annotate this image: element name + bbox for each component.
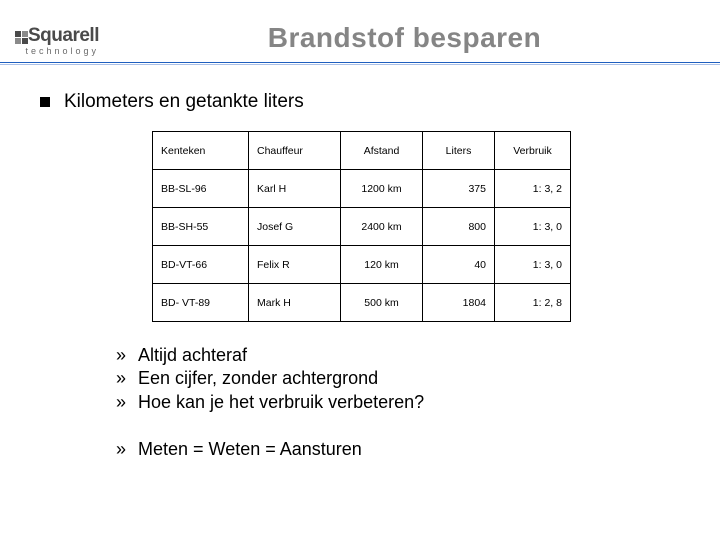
raquo-icon: » xyxy=(116,391,138,414)
data-table-wrap: Kenteken Chauffeur Afstand Liters Verbru… xyxy=(152,131,680,322)
table-cell: 1: 3, 0 xyxy=(495,208,571,246)
logo-sq xyxy=(15,31,21,37)
raquo-icon: » xyxy=(116,367,138,390)
sub-bullet-text: Meten = Weten = Aansturen xyxy=(138,438,362,461)
table-cell: BD- VT-89 xyxy=(153,284,249,322)
table-cell: Felix R xyxy=(249,246,341,284)
sub-bullet-text: Altijd achteraf xyxy=(138,344,247,367)
th-liters: Liters xyxy=(423,132,495,170)
table-cell: 40 xyxy=(423,246,495,284)
logo-subtitle: technology xyxy=(14,46,99,56)
table-row: BB-SH-55Josef G2400 km8001: 3, 0 xyxy=(153,208,571,246)
table-row: BD- VT-89Mark H500 km18041: 2, 8 xyxy=(153,284,571,322)
logo-squares-icon xyxy=(15,31,28,44)
table-cell: 120 km xyxy=(341,246,423,284)
table-cell: 500 km xyxy=(341,284,423,322)
sub-bullet-item: »Hoe kan je het verbruik verbeteren? xyxy=(116,391,680,414)
table-row: BD-VT-66Felix R120 km401: 3, 0 xyxy=(153,246,571,284)
slide-title: Brandstof besparen xyxy=(103,22,706,56)
bullet-square-icon xyxy=(40,97,50,107)
sub-bullet-list-a: »Altijd achteraf»Een cijfer, zonder acht… xyxy=(116,344,680,414)
table-cell: 1: 2, 8 xyxy=(495,284,571,322)
header: Squarell technology Brandstof besparen xyxy=(0,0,720,56)
table-cell: BD-VT-66 xyxy=(153,246,249,284)
table-cell: 2400 km xyxy=(341,208,423,246)
sub-bullet-item: »Een cijfer, zonder achtergrond xyxy=(116,367,680,390)
main-bullet: Kilometers en getankte liters xyxy=(40,91,680,113)
logo-name: Squarell xyxy=(28,26,99,45)
table-cell: 1804 xyxy=(423,284,495,322)
th-verbruik: Verbruik xyxy=(495,132,571,170)
bullet-text: Kilometers en getankte liters xyxy=(64,91,304,113)
sub-bullet-text: Hoe kan je het verbruik verbeteren? xyxy=(138,391,424,414)
table-cell: Karl H xyxy=(249,170,341,208)
content: Kilometers en getankte liters Kenteken C… xyxy=(0,65,720,462)
th-afstand: Afstand xyxy=(341,132,423,170)
sub-bullet-text: Een cijfer, zonder achtergrond xyxy=(138,367,378,390)
table-cell: 800 xyxy=(423,208,495,246)
table-header-row: Kenteken Chauffeur Afstand Liters Verbru… xyxy=(153,132,571,170)
raquo-icon: » xyxy=(116,438,138,461)
table-cell: 1200 km xyxy=(341,170,423,208)
sub-bullet-item: »Meten = Weten = Aansturen xyxy=(116,438,680,461)
table-cell: 375 xyxy=(423,170,495,208)
table-row: BB-SL-96Karl H1200 km3751: 3, 2 xyxy=(153,170,571,208)
th-chauffeur: Chauffeur xyxy=(249,132,341,170)
table-cell: 1: 3, 2 xyxy=(495,170,571,208)
logo: Squarell technology xyxy=(14,26,99,56)
logo-sq xyxy=(15,38,21,44)
table-cell: BB-SH-55 xyxy=(153,208,249,246)
raquo-icon: » xyxy=(116,344,138,367)
table-cell: Josef G xyxy=(249,208,341,246)
data-table: Kenteken Chauffeur Afstand Liters Verbru… xyxy=(152,131,571,322)
table-cell: 1: 3, 0 xyxy=(495,246,571,284)
table-cell: Mark H xyxy=(249,284,341,322)
th-kenteken: Kenteken xyxy=(153,132,249,170)
table-cell: BB-SL-96 xyxy=(153,170,249,208)
sub-bullet-list-b: »Meten = Weten = Aansturen xyxy=(116,438,680,461)
sub-bullet-item: »Altijd achteraf xyxy=(116,344,680,367)
